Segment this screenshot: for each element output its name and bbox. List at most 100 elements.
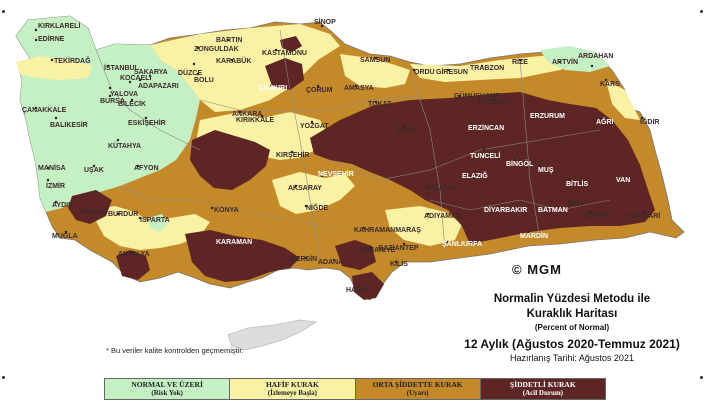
normal-region	[148, 214, 168, 232]
city-label: OSMANİYE	[358, 246, 396, 254]
city-label: KÜTAHYA	[108, 141, 141, 150]
city-label: BURDUR	[108, 211, 138, 218]
severe-region	[116, 250, 150, 280]
light-region	[16, 56, 92, 80]
legend-sublabel: (Uyarı)	[406, 389, 429, 397]
city-label: NİĞDE	[306, 203, 329, 212]
city-label: İSTANBUL	[104, 64, 140, 72]
city-label: DENİZLİ	[80, 208, 107, 216]
city-label: KARS	[600, 81, 620, 88]
legend-item-normal: NORMAL VE ÜZERİ (Risk Yok)	[105, 379, 231, 399]
city-label: ÇORUM	[306, 87, 333, 94]
city-label: SİNOP	[314, 18, 336, 26]
city-label: KASTAMONU	[262, 50, 307, 57]
light-region	[272, 172, 355, 214]
city-label: AĞRI	[596, 117, 614, 126]
city-label: UŞAK	[84, 167, 104, 174]
cyprus-outline	[227, 319, 318, 351]
city-label: ERZURUM	[530, 113, 565, 120]
city-label: ERZİNCAN	[468, 124, 504, 132]
city-label: SİVAS	[396, 126, 417, 134]
corner-dot	[2, 10, 5, 13]
light-region	[606, 80, 640, 120]
legend-sublabel: (Acil Durum)	[522, 389, 563, 397]
corner-dot	[700, 376, 703, 379]
city-label: BİLECİK	[118, 100, 146, 108]
map-title-line1: Normalin Yüzdesi Metodu ile	[493, 293, 651, 305]
city-label: AYDIN	[52, 202, 73, 209]
map-title-line2: Kuraklık Haritası	[526, 308, 618, 320]
city-label: YALOVA	[110, 91, 138, 98]
corner-dot	[700, 10, 703, 13]
legend-label: NORMAL VE ÜZERİ	[131, 380, 203, 389]
city-label: DÜZCE	[178, 68, 202, 77]
city-label: ARTVİN	[552, 58, 578, 66]
city-label: BURSA	[100, 98, 125, 105]
city-label: ADIYAMAN	[424, 213, 461, 220]
city-label: ADANA	[318, 259, 343, 266]
city-label: BİNGÖL	[506, 159, 534, 168]
city-label: ÇANKIRI	[258, 85, 287, 92]
light-region	[385, 206, 462, 246]
legend-item-severe: ŞİDDETLİ KURAK (Acil Durum)	[480, 379, 605, 399]
city-label: ORDU	[414, 69, 435, 76]
city-label: AKSARAY	[288, 185, 322, 192]
city-label: DİYARBAKIR	[484, 206, 527, 214]
severe-region	[190, 130, 270, 190]
city-label: SİİRT	[566, 200, 585, 208]
city-label: ADAPAZARI	[138, 83, 179, 90]
prepared-date: Hazırlanış Tarihi: Ağustos 2021	[510, 353, 634, 363]
city-label: GÜMÜŞHANE	[454, 91, 500, 100]
severe-region	[280, 36, 302, 52]
city-label: KARAMAN	[216, 239, 252, 246]
city-label: ELAZIĞ	[462, 171, 488, 180]
legend-label: HAFİF KURAK	[265, 380, 319, 389]
province-boundaries	[95, 29, 611, 261]
city-label: GİRESUN	[436, 68, 468, 76]
city-label: BALIKESİR	[50, 121, 88, 129]
corner-dot	[2, 376, 5, 379]
severe-region	[335, 240, 376, 270]
city-label: İZMİR	[46, 182, 65, 190]
legend-item-light: HAFİF KURAK (İzlemeye Başla)	[230, 379, 356, 399]
legend-item-moderate: ORTA ŞİDDETTE KURAK (Uyarı)	[355, 379, 481, 399]
city-label: BATMAN	[538, 207, 568, 214]
severe-region	[185, 230, 300, 282]
light-region	[340, 54, 410, 88]
city-label: EDİRNE	[38, 35, 65, 43]
city-label: NEVŞEHİR	[318, 170, 354, 178]
city-label: SAMSUN	[360, 57, 390, 64]
footnote: * Bu veriler kalite kontrolden geçmemişt…	[106, 346, 244, 355]
city-label: ARDAHAN	[578, 53, 613, 60]
city-labels: KIRKLARELİ EDİRNE TEKİRDAĞ İSTANBUL YALO…	[22, 18, 660, 294]
legend-sublabel: (İzlemeye Başla)	[267, 389, 317, 397]
city-label: GAZİANTEP	[378, 244, 419, 252]
legend-sublabel: (Risk Yok)	[151, 389, 183, 397]
legend-label: ŞİDDETLİ KURAK	[510, 380, 576, 389]
city-label: KİLİS	[390, 260, 408, 268]
city-label: AMASYA	[344, 85, 374, 92]
city-label: TUNCELİ	[470, 152, 500, 160]
city-label: TOKAT	[368, 101, 392, 108]
city-label: ANKARA	[232, 111, 262, 118]
city-label: KAHRAMANMARAŞ	[354, 227, 421, 234]
city-label: ISPARTA	[140, 217, 170, 224]
legend-label: ORTA ŞİDDETTE KURAK	[372, 380, 463, 389]
severe-region	[68, 190, 112, 224]
city-label: KONYA	[214, 207, 239, 214]
severe-region	[310, 92, 655, 244]
city-label: MUĞLA	[52, 231, 78, 240]
city-label: KOCAELİ	[120, 74, 152, 82]
city-label: TRABZON	[470, 65, 504, 72]
city-label: YOZGAT	[300, 123, 329, 130]
city-label: MUŞ	[538, 167, 554, 174]
city-label: BAYBURT	[478, 99, 512, 106]
city-label: BİTLİS	[566, 180, 588, 188]
title-block: Normalin Yüzdesi Metodu ile Kuraklık Har…	[440, 292, 704, 364]
city-label: TEKİRDAĞ	[54, 56, 91, 65]
city-label: ESKİŞEHİR	[128, 119, 166, 127]
city-label: ANTALYA	[118, 251, 150, 258]
city-label: RİZE	[512, 58, 528, 66]
city-label: HATAY	[346, 287, 369, 294]
